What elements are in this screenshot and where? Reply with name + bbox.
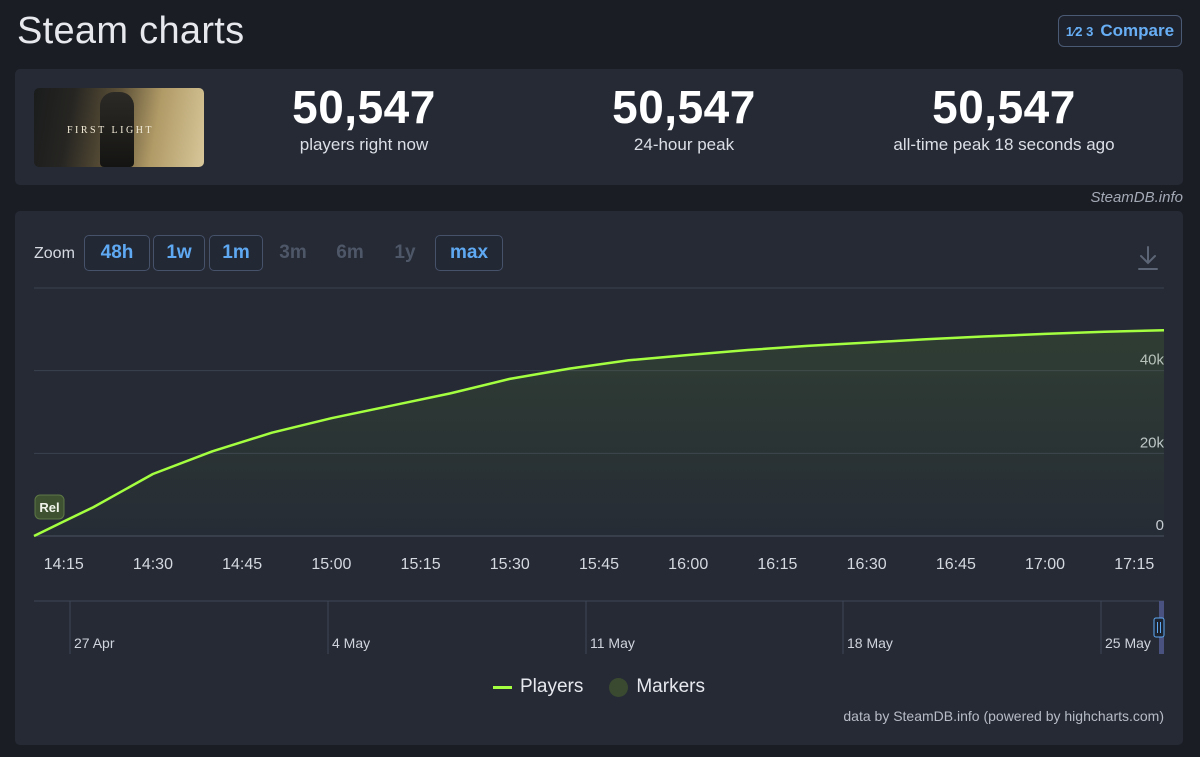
players-line-icon — [493, 685, 512, 689]
release-marker[interactable] — [34, 494, 65, 520]
navigator-label: 18 May — [847, 635, 893, 651]
x-tick-label: 17:15 — [1114, 556, 1154, 573]
players-line[interactable] — [33, 328, 1165, 538]
stat-label: all-time peak 18 seconds ago — [893, 134, 1115, 154]
compare-icon: 1⁄2 3 — [1065, 23, 1094, 39]
x-tick-label: 16:30 — [847, 556, 887, 573]
game-thumbnail[interactable]: FIRST LIGHT — [34, 88, 204, 167]
zoom-label: Zoom — [34, 245, 75, 262]
x-tick-label: 16:15 — [757, 556, 797, 573]
stat-value: 50,547 — [292, 81, 436, 133]
x-tick-label: 15:00 — [311, 556, 351, 573]
legend-players-label: Players — [520, 676, 584, 697]
legend-markers[interactable]: Markers — [609, 676, 705, 698]
navigator-label: 11 May — [590, 635, 635, 651]
compare-button[interactable]: 1⁄2 3 Compare — [1058, 15, 1182, 47]
zoom-3m-button: 3m — [279, 242, 307, 263]
x-tick-label: 14:45 — [222, 556, 262, 573]
x-tick-label: 14:30 — [133, 556, 173, 573]
download-icon[interactable] — [1136, 245, 1160, 271]
compare-label: Compare — [1100, 21, 1175, 40]
zoom-1w-button[interactable]: 1w — [153, 235, 205, 271]
legend-players[interactable]: Players — [493, 676, 583, 698]
player-chart[interactable]: 020k40k14:1514:3014:4515:0015:1515:3015:… — [15, 211, 1183, 691]
x-tick-label: 16:00 — [668, 556, 708, 573]
zoom-1y-button: 1y — [394, 242, 416, 263]
zoom-48h-button[interactable]: 48h — [84, 235, 150, 271]
stat-all-time-peak: 50,547 all-time peak 18 seconds ago — [854, 81, 1154, 155]
stat-value: 50,547 — [612, 81, 756, 133]
navigator-label: 4 May — [332, 635, 370, 651]
stats-card: FIRST LIGHT 50,547 players right now 50,… — [15, 69, 1183, 185]
players-area — [34, 330, 1164, 536]
navigator-label: 25 May — [1105, 635, 1151, 651]
page-title: Steam charts — [17, 10, 245, 52]
x-tick-label: 15:15 — [401, 556, 441, 573]
markers-dot-icon — [609, 677, 629, 697]
thumbnail-title: FIRST LIGHT — [67, 125, 155, 136]
x-tick-label: 17:00 — [1025, 556, 1065, 573]
x-tick-label: 15:45 — [579, 556, 619, 573]
stat-24h-peak: 50,547 24-hour peak — [534, 81, 834, 155]
stat-players-now: 50,547 players right now — [214, 81, 514, 155]
thumbnail-figure — [100, 92, 134, 167]
zoom-1m-button[interactable]: 1m — [209, 235, 263, 271]
zoom-6m-button: 6m — [336, 242, 364, 263]
x-tick-label: 14:15 — [44, 556, 84, 573]
stat-label: 24-hour peak — [633, 134, 735, 154]
chart-legend: Players Markers — [15, 676, 1183, 698]
zoom-max-button[interactable]: max — [435, 235, 503, 271]
chart-attribution[interactable]: data by SteamDB.info (powered by highcha… — [843, 708, 1164, 724]
steamdb-credit[interactable]: SteamDB.info — [1090, 189, 1183, 206]
stat-value: 50,547 — [932, 81, 1076, 133]
x-tick-label: 15:30 — [490, 556, 530, 573]
stat-label: players right now — [299, 134, 429, 154]
navigator-label: 27 Apr — [74, 635, 115, 651]
x-tick-label: 16:45 — [936, 556, 976, 573]
navigator-handle[interactable] — [1153, 617, 1165, 638]
release-marker-label: Rel — [39, 500, 59, 515]
legend-markers-label: Markers — [636, 676, 705, 697]
